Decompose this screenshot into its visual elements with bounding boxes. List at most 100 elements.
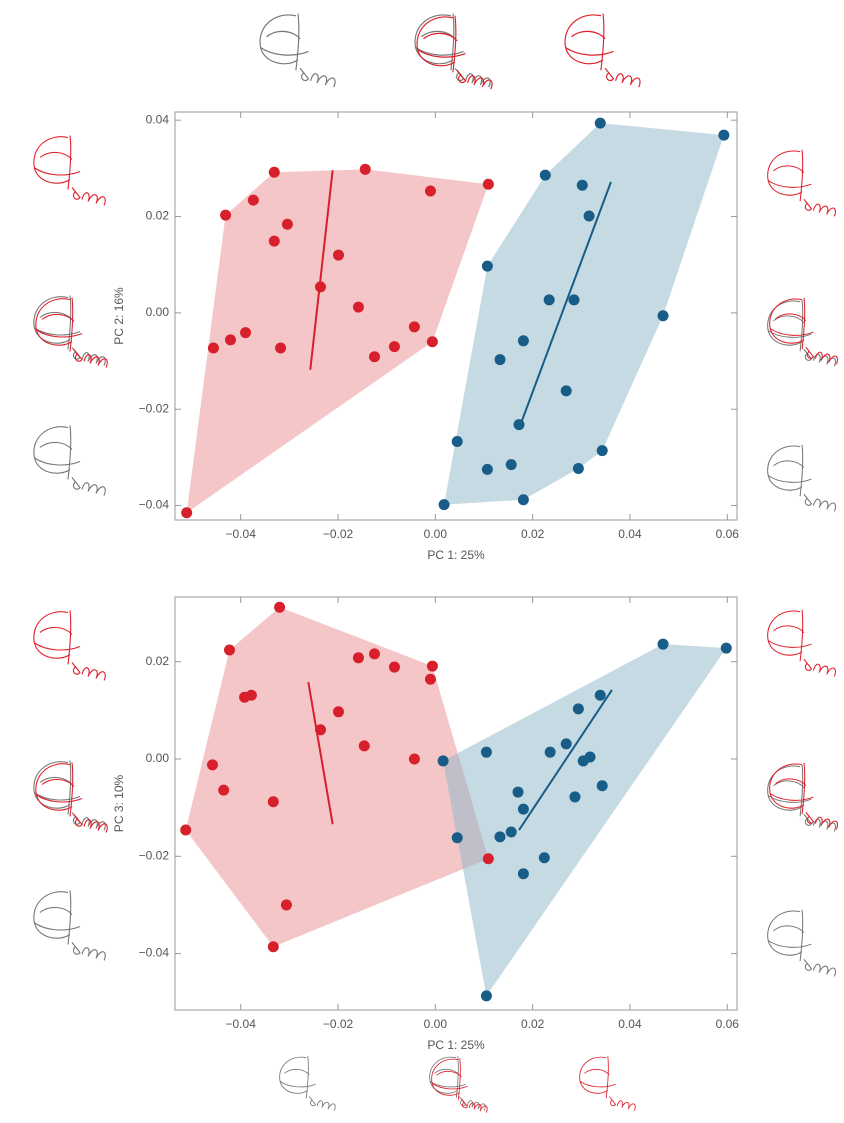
sketch [768, 150, 836, 217]
point [438, 755, 449, 766]
point [539, 852, 550, 863]
x-tick-label: 0.06 [716, 527, 740, 541]
y-tick-label: 0.04 [146, 112, 170, 126]
point [518, 804, 529, 815]
sketch [34, 426, 105, 496]
convex-hull [443, 644, 726, 996]
point [359, 740, 370, 751]
x-tick-label: 0.00 [424, 1017, 448, 1031]
x-tick-label: −0.02 [323, 1017, 354, 1031]
point [658, 310, 669, 321]
x-tick-label: 0.04 [618, 1017, 642, 1031]
x-tick-label: 0.06 [716, 1017, 740, 1031]
point [452, 832, 463, 843]
point [225, 334, 236, 345]
x-axis-label: PC 1: 25% [427, 548, 485, 562]
x-tick-label: 0.00 [424, 527, 448, 541]
sketch [415, 14, 490, 88]
point [180, 825, 191, 836]
point [573, 703, 584, 714]
point [506, 826, 517, 837]
point [207, 759, 218, 770]
x-tick-label: 0.02 [521, 527, 545, 541]
sketch [260, 14, 335, 88]
point [482, 261, 493, 272]
point [333, 250, 344, 261]
point [514, 419, 525, 430]
point [495, 831, 506, 842]
point [360, 164, 371, 175]
sketch [768, 610, 836, 677]
x-tick-label: −0.02 [323, 527, 354, 541]
point [274, 602, 285, 613]
point [561, 385, 572, 396]
point [482, 464, 493, 475]
sketch [770, 298, 838, 365]
point [483, 853, 494, 864]
y-tick-label: −0.02 [139, 401, 170, 415]
point [181, 507, 192, 518]
point [220, 210, 231, 221]
point [240, 327, 251, 338]
x-tick-label: 0.02 [521, 1017, 545, 1031]
sketch [768, 910, 836, 977]
point [208, 343, 219, 354]
point [246, 690, 257, 701]
point [425, 674, 436, 685]
sketch [280, 1056, 336, 1110]
x-axis-label: PC 1: 25% [427, 1038, 485, 1052]
point [425, 185, 436, 196]
point [718, 130, 729, 141]
point [353, 302, 364, 313]
point [481, 990, 492, 1001]
point [597, 780, 608, 791]
y-tick-label: 0.00 [146, 305, 170, 319]
point [584, 211, 595, 222]
point [218, 785, 229, 796]
point [409, 321, 420, 332]
point [585, 752, 596, 763]
sketch [34, 296, 105, 366]
point [269, 236, 280, 247]
point [281, 899, 292, 910]
x-tick-label: 0.04 [618, 527, 642, 541]
sketch [34, 761, 105, 831]
point [569, 791, 580, 802]
point [248, 195, 259, 206]
point [595, 690, 606, 701]
point [269, 167, 280, 178]
x-tick-label: −0.04 [226, 1017, 257, 1031]
point [369, 351, 380, 362]
y-tick-label: 0.02 [146, 654, 170, 668]
sketch [768, 765, 836, 832]
point [540, 170, 551, 181]
y-tick-label: −0.02 [139, 848, 170, 862]
point [275, 343, 286, 354]
y-axis-label: PC 3: 10% [112, 774, 126, 832]
y-tick-label: 0.00 [146, 751, 170, 765]
point [452, 436, 463, 447]
point [513, 787, 524, 798]
point [544, 294, 555, 305]
point [518, 868, 529, 879]
point [315, 281, 326, 292]
point [268, 941, 279, 952]
point [268, 796, 279, 807]
sketch [34, 136, 105, 206]
point [577, 180, 588, 191]
point [282, 219, 293, 230]
point [545, 747, 556, 758]
point [389, 341, 400, 352]
y-tick-label: −0.04 [139, 498, 170, 512]
point [495, 354, 506, 365]
point [561, 738, 572, 749]
point [506, 459, 517, 470]
point [597, 445, 608, 456]
sketch [768, 300, 836, 367]
point [427, 336, 438, 347]
y-tick-label: 0.02 [146, 209, 170, 223]
point [315, 724, 326, 735]
point [658, 639, 669, 650]
figure: −0.04 −0.02 0.00 0.02 0.04 0.06 −0.04 −0.02 0.00… [0, 0, 844, 1123]
point [439, 499, 450, 510]
